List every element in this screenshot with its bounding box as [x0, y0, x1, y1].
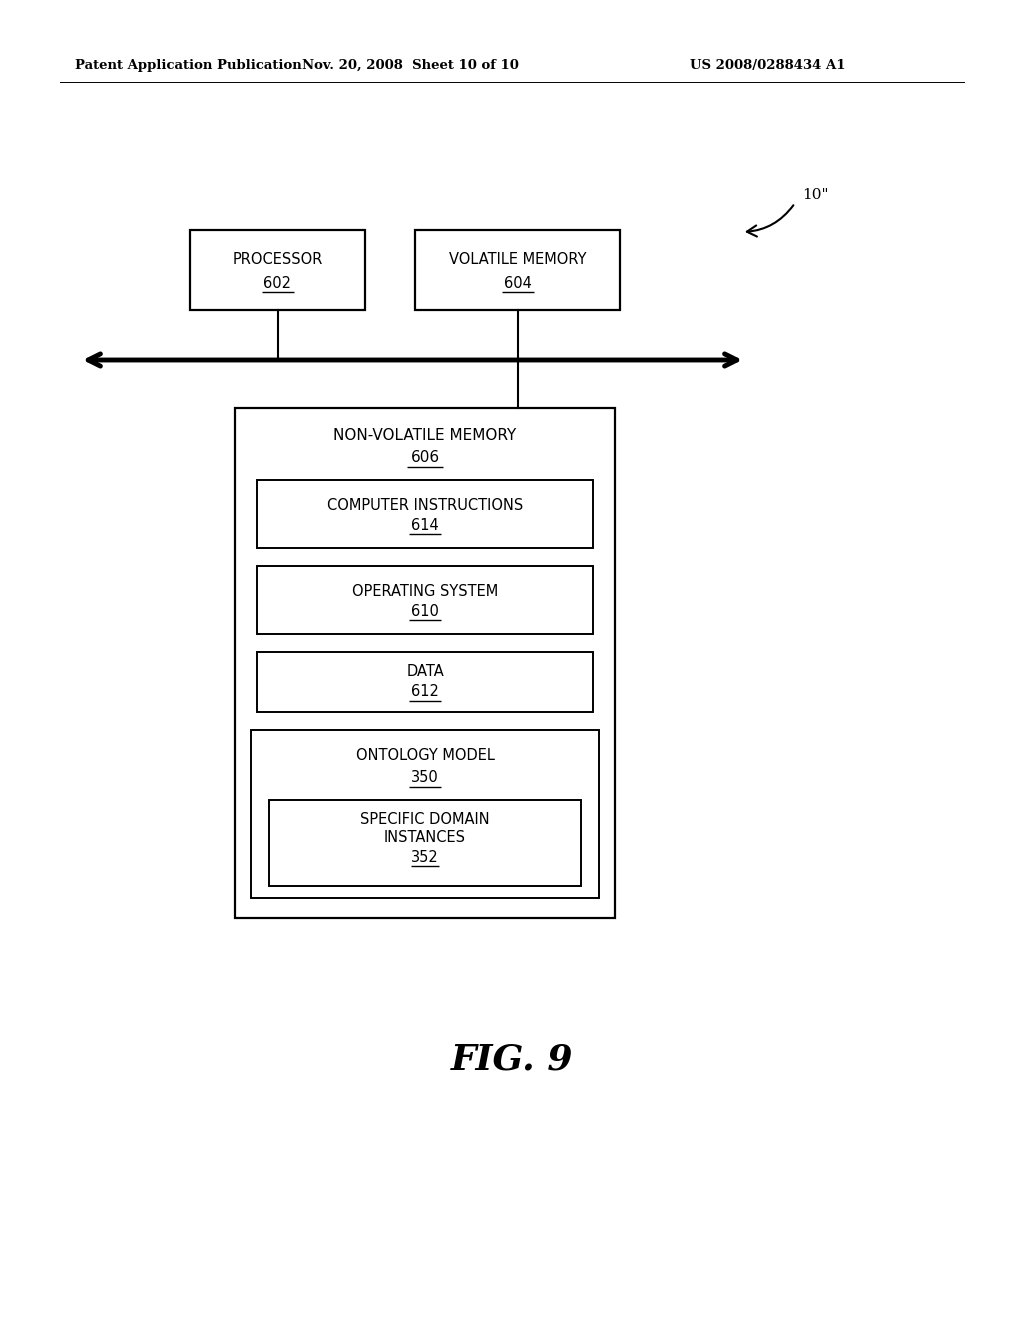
Text: 602: 602 — [263, 276, 292, 290]
Text: ONTOLOGY MODEL: ONTOLOGY MODEL — [355, 748, 495, 763]
Text: 612: 612 — [411, 685, 439, 700]
Text: Patent Application Publication: Patent Application Publication — [75, 58, 302, 71]
Bar — [234, 408, 615, 917]
Bar — [257, 566, 593, 634]
Bar — [269, 800, 581, 886]
Bar — [257, 652, 593, 711]
Bar — [251, 730, 599, 898]
Bar — [415, 230, 620, 310]
Text: DATA: DATA — [407, 664, 443, 680]
Text: Nov. 20, 2008  Sheet 10 of 10: Nov. 20, 2008 Sheet 10 of 10 — [301, 58, 518, 71]
Text: US 2008/0288434 A1: US 2008/0288434 A1 — [690, 58, 846, 71]
Text: 614: 614 — [411, 517, 439, 532]
Text: PROCESSOR: PROCESSOR — [232, 252, 323, 268]
Text: OPERATING SYSTEM: OPERATING SYSTEM — [352, 583, 498, 598]
Text: 10": 10" — [802, 187, 828, 202]
Text: SPECIFIC DOMAIN: SPECIFIC DOMAIN — [360, 813, 489, 828]
FancyArrowPatch shape — [746, 205, 794, 236]
Text: 610: 610 — [411, 603, 439, 619]
Text: INSTANCES: INSTANCES — [384, 830, 466, 846]
Text: VOLATILE MEMORY: VOLATILE MEMORY — [449, 252, 587, 268]
Text: 606: 606 — [411, 450, 439, 466]
Text: 350: 350 — [411, 771, 439, 785]
Bar — [257, 480, 593, 548]
Text: COMPUTER INSTRUCTIONS: COMPUTER INSTRUCTIONS — [327, 498, 523, 512]
Text: 604: 604 — [504, 276, 531, 290]
Text: 352: 352 — [411, 850, 439, 865]
Text: FIG. 9: FIG. 9 — [451, 1043, 573, 1077]
Bar — [190, 230, 365, 310]
Text: NON-VOLATILE MEMORY: NON-VOLATILE MEMORY — [334, 429, 517, 444]
